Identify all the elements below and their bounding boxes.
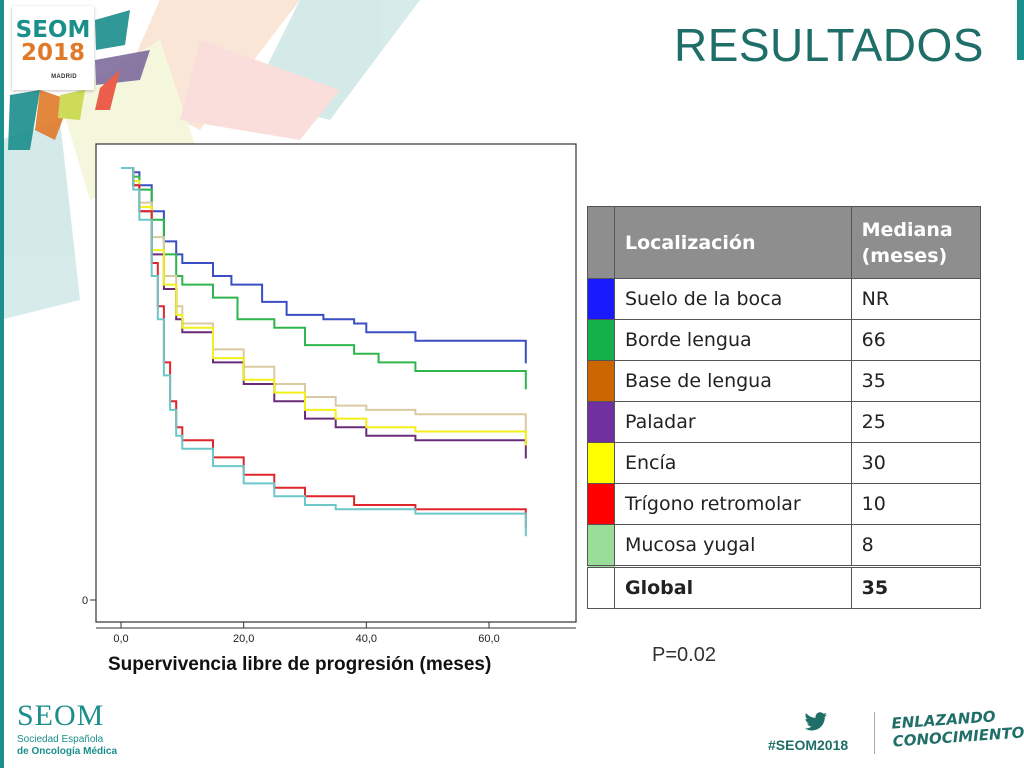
legend-median: 30 — [850, 442, 982, 484]
legend-swatch — [587, 360, 615, 402]
legend-median: 10 — [850, 483, 982, 525]
legend-swatch — [587, 278, 615, 320]
legend-row: Trígono retromolar 10 — [587, 483, 982, 525]
header-median-line2: (meses) — [861, 244, 948, 267]
logo-text: SEOM — [15, 17, 91, 43]
legend-swatch — [587, 319, 615, 361]
seom-2018-logo: SEOM 2018 MADRID — [12, 6, 94, 90]
legend-median: 35 — [850, 360, 982, 402]
legend-row: Mucosa yugal 8 — [587, 524, 982, 567]
global-median: 35 — [850, 565, 982, 609]
legend-location: Borde lengua — [614, 319, 852, 361]
seom-subtitle-1: Sociedad Española — [17, 734, 104, 745]
legend-global-row: Global 35 — [587, 565, 982, 609]
legend-row: Suelo de la boca NR — [587, 278, 982, 320]
header-median: Mediana (meses) — [850, 206, 982, 279]
legend-table: Localización Mediana (meses) Suelo de la … — [587, 206, 982, 609]
right-accent-stripe — [1017, 0, 1024, 60]
legend-header-row: Localización Mediana (meses) — [587, 206, 982, 279]
legend-location: Encía — [614, 442, 852, 484]
legend-location: Trígono retromolar — [614, 483, 852, 525]
survival-curve-borde-lengua — [121, 167, 527, 390]
chart-frame — [95, 143, 577, 623]
survival-curve-mucosa-yugal — [121, 167, 527, 537]
x-tick-label: 60,0 — [478, 633, 499, 645]
legend-median: 8 — [850, 524, 982, 567]
legend-location: Mucosa yugal — [614, 524, 852, 567]
legend-median: 66 — [850, 319, 982, 361]
header-location: Localización — [614, 206, 852, 279]
slide-title: RESULTADOS — [673, 19, 984, 71]
legend-location: Paladar — [614, 401, 852, 443]
legend-location: Base de lengua — [614, 360, 852, 402]
logo-year: 2018 — [20, 40, 85, 66]
seom-subtitle-2: de Oncología Médica — [17, 746, 118, 757]
hashtag: #SEOM2018 — [768, 737, 849, 753]
legend-row: Borde lengua 66 — [587, 319, 982, 361]
legend-row: Paladar 25 — [587, 401, 982, 443]
left-accent-stripe — [0, 0, 4, 768]
x-tick-label: 40,0 — [356, 633, 377, 645]
global-label: Global — [614, 565, 852, 609]
p-value: P=0.02 — [652, 644, 716, 666]
x-tick-label: 0,0 — [113, 633, 128, 645]
header-swatch-cell — [587, 206, 615, 279]
global-empty-cell — [587, 565, 615, 609]
seom-footer-logo: SEOM Sociedad Española de Oncología Médi… — [17, 700, 117, 758]
x-tick-label: 20,0 — [233, 633, 254, 645]
legend-swatch — [587, 442, 615, 484]
legend-row: Base de lengua 35 — [587, 360, 982, 402]
legend-row: Encía 30 — [587, 442, 982, 484]
survival-curve-enc-a — [121, 167, 527, 446]
y-tick-label: 0 — [82, 595, 88, 607]
legend-median: NR — [850, 278, 982, 320]
header-median-line1: Mediana — [861, 218, 953, 241]
logo-city: MADRID — [51, 74, 77, 80]
survival-curve-base-de-lengua — [121, 167, 527, 433]
legend-swatch — [587, 524, 615, 567]
legend-location: Suelo de la boca — [614, 278, 852, 320]
footer-divider — [874, 712, 875, 754]
seom-wordmark: SEOM — [17, 699, 105, 732]
legend-median: 25 — [850, 401, 982, 443]
x-axis-label: Supervivencia libre de progresión (meses… — [108, 654, 492, 675]
legend-swatch — [587, 483, 615, 525]
legend-swatch — [587, 401, 615, 443]
twitter-icon — [804, 712, 828, 731]
